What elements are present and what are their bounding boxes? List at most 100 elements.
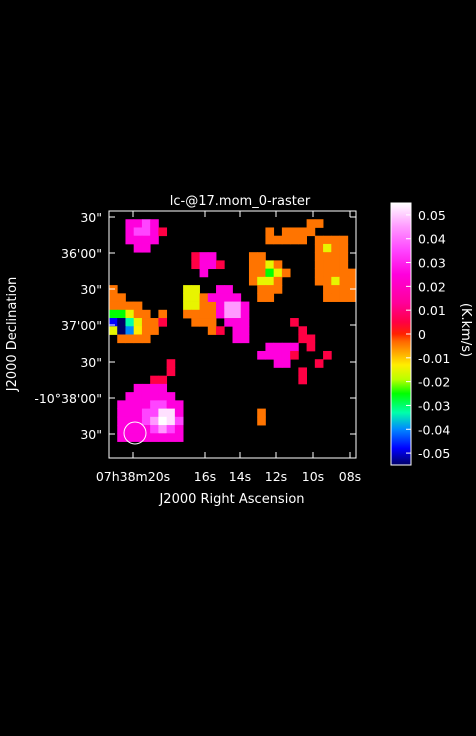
y-tick-labels: 30" 36'00" 30" 37'00" 30" -10°38'00" 30" xyxy=(34,210,102,442)
heatmap-cell xyxy=(232,326,242,335)
heatmap-cell xyxy=(199,301,209,311)
heatmap-cell xyxy=(257,260,266,270)
heatmap-cell xyxy=(331,268,340,278)
heatmap-cell xyxy=(141,219,151,228)
heatmap-cells xyxy=(109,219,357,442)
heatmap-cell xyxy=(265,227,275,237)
heatmap-cell xyxy=(216,293,225,302)
heatmap-cell xyxy=(323,235,332,245)
heatmap-cell xyxy=(265,350,275,360)
heatmap-cell xyxy=(109,326,118,335)
heatmap-cell xyxy=(331,243,340,253)
heatmap-cell xyxy=(125,235,135,245)
heatmap-cell xyxy=(150,400,159,409)
heatmap-cell xyxy=(158,400,168,409)
heatmap-cell xyxy=(117,334,126,344)
heatmap-cell xyxy=(133,416,143,426)
heatmap-cell xyxy=(331,285,340,294)
heatmap-cell xyxy=(339,260,349,270)
colorbar-tick-label: 0.02 xyxy=(418,279,446,294)
heatmap-cell xyxy=(191,293,200,302)
heatmap-cell xyxy=(273,276,283,286)
colorbar-tick-label: 0.05 xyxy=(418,208,446,223)
heatmap-cell xyxy=(199,309,209,319)
x-axis-label: J2000 Right Ascension xyxy=(158,492,304,507)
heatmap-cell xyxy=(240,334,250,344)
heatmap-cell xyxy=(141,408,151,418)
heatmap-cell xyxy=(306,227,316,237)
heatmap-cell xyxy=(207,252,217,261)
heatmap-cell xyxy=(273,268,283,278)
y-tick-label: 30" xyxy=(80,210,102,225)
heatmap-cell xyxy=(232,318,242,327)
heatmap-cell xyxy=(150,425,159,434)
heatmap-cell xyxy=(331,260,340,270)
heatmap-cell xyxy=(314,276,324,286)
heatmap-cell xyxy=(339,235,349,245)
chart-title: lc-@17.mom_0-raster xyxy=(170,194,311,209)
heatmap-cell xyxy=(150,392,159,401)
heatmap-cell xyxy=(257,350,266,360)
heatmap-cell xyxy=(133,334,143,344)
heatmap-cell xyxy=(323,252,332,261)
heatmap-cell xyxy=(240,301,250,311)
heatmap-cell xyxy=(224,301,233,311)
heatmap-cell xyxy=(347,293,357,302)
heatmap-cell xyxy=(306,342,316,352)
heatmap-cell xyxy=(133,219,143,228)
heatmap-cell xyxy=(125,326,135,335)
heatmap-cell xyxy=(117,400,126,409)
plot-frame xyxy=(108,210,357,459)
heatmap-cell xyxy=(273,342,283,352)
heatmap-cell xyxy=(281,350,291,360)
heatmap-cell xyxy=(240,326,250,335)
heatmap-cell xyxy=(133,301,143,311)
heatmap-cell xyxy=(174,408,184,418)
heatmap-cell xyxy=(158,416,168,426)
heatmap-cell xyxy=(109,293,118,302)
heatmap-cell xyxy=(314,268,324,278)
heatmap-cell xyxy=(141,243,151,253)
heatmap-cell xyxy=(323,276,332,286)
heatmap-cell xyxy=(216,301,225,311)
heatmap-cell xyxy=(273,285,283,294)
heatmap-cell xyxy=(141,416,151,426)
heatmap-cell xyxy=(314,359,324,368)
heatmap-cell xyxy=(125,392,135,401)
heatmap-cell xyxy=(166,416,176,426)
colorbar-tick-label: -0.01 xyxy=(418,351,450,366)
heatmap-cell xyxy=(257,416,266,426)
heatmap-cell xyxy=(166,408,176,418)
colorbar-ticks: 0.05 0.04 0.03 0.02 0.01 0 -0.01 -0.02 -0.03 -0.0… xyxy=(406,208,450,461)
heatmap-cell xyxy=(323,260,332,270)
heatmap-cell xyxy=(347,268,357,278)
y-tick-label: 30" xyxy=(80,282,102,297)
heatmap-cell xyxy=(174,433,184,442)
colorbar-tick-label: 0.04 xyxy=(418,232,446,247)
heatmap-cell xyxy=(158,227,168,237)
x-tick-label: 12s xyxy=(265,469,287,484)
heatmap-cell xyxy=(191,309,200,319)
colorbar-tick-label: 0 xyxy=(418,327,426,342)
heatmap-cell xyxy=(207,293,217,302)
heatmap-cell xyxy=(141,309,151,319)
heatmap-cell xyxy=(117,309,126,319)
heatmap-cell xyxy=(347,276,357,286)
heatmap-cell xyxy=(232,309,242,319)
heatmap-cell xyxy=(125,416,135,426)
heatmap-cell xyxy=(117,326,126,335)
heatmap-cell xyxy=(133,383,143,393)
heatmap-cell xyxy=(298,367,307,377)
beam-ellipse xyxy=(123,421,147,445)
heatmap-cell xyxy=(232,293,242,302)
heatmap-cell xyxy=(125,433,135,442)
heatmap-cell xyxy=(207,301,217,311)
heatmap-cell xyxy=(232,334,242,344)
heatmap-cell xyxy=(248,260,258,270)
heatmap-cell xyxy=(331,276,340,286)
heatmap-cell xyxy=(314,260,324,270)
y-tick-label: -10°38'00" xyxy=(34,391,102,406)
heatmap-cell xyxy=(339,293,349,302)
heatmap-cell xyxy=(314,219,324,228)
colorbar-tick-label: -0.02 xyxy=(418,375,450,390)
